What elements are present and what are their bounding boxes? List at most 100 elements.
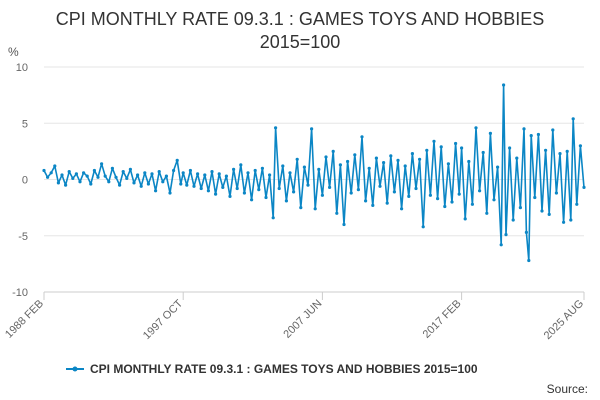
- data-point: [529, 134, 533, 138]
- data-point: [508, 146, 512, 150]
- data-point: [157, 170, 161, 174]
- y-tick-label: 0: [22, 175, 28, 187]
- data-point: [504, 233, 508, 237]
- data-point: [253, 168, 257, 173]
- x-tick-label: 2007 JUN: [281, 298, 324, 341]
- data-point: [518, 206, 523, 210]
- data-point: [524, 230, 529, 234]
- data-point: [235, 186, 239, 191]
- y-tick-label: -5: [18, 231, 28, 243]
- data-point: [364, 199, 368, 203]
- data-point: [121, 170, 125, 174]
- data-point: [125, 176, 129, 180]
- data-point: [49, 171, 53, 175]
- data-point: [485, 211, 489, 215]
- data-point: [154, 189, 158, 193]
- data-point: [578, 144, 583, 148]
- chart-title-line-2: 2015=100: [259, 32, 341, 52]
- data-point: [346, 159, 350, 164]
- data-point: [161, 180, 165, 184]
- data-point: [565, 149, 569, 153]
- y-tick-label: 5: [22, 118, 28, 130]
- data-point: [360, 135, 364, 139]
- data-point: [396, 158, 400, 162]
- data-point: [168, 191, 172, 195]
- data-point: [214, 192, 218, 196]
- data-point: [335, 211, 339, 215]
- data-point: [228, 194, 232, 198]
- data-point: [56, 181, 61, 185]
- data-point: [342, 222, 346, 227]
- data-point: [192, 184, 196, 188]
- data-point: [78, 180, 82, 184]
- data-point: [284, 199, 288, 203]
- data-point: [403, 164, 407, 168]
- data-point: [210, 170, 214, 174]
- data-point: [488, 131, 492, 135]
- x-tick-label: 2017 FEB: [421, 298, 464, 341]
- data-point: [418, 157, 422, 161]
- data-point: [306, 183, 310, 187]
- data-point: [281, 164, 285, 168]
- data-point: [349, 191, 353, 195]
- data-point: [150, 172, 154, 176]
- data-point: [302, 165, 306, 169]
- data-point: [470, 202, 474, 206]
- data-point: [132, 181, 136, 185]
- series-line: [43, 84, 585, 262]
- data-point: [425, 148, 429, 152]
- data-point: [100, 162, 104, 166]
- data-point: [103, 174, 107, 178]
- data-point: [511, 218, 515, 222]
- legend: CPI MONTHLY RATE 09.3.1 : GAMES TOYS AND…: [66, 362, 478, 376]
- data-point: [324, 155, 328, 159]
- data-point: [460, 146, 464, 150]
- data-point: [544, 148, 548, 152]
- data-point: [414, 186, 418, 191]
- data-point: [271, 216, 275, 220]
- data-point: [71, 176, 75, 180]
- data-point: [64, 183, 68, 187]
- data-point: [89, 182, 93, 186]
- data-point: [338, 163, 342, 167]
- data-point: [179, 182, 183, 186]
- data-point: [224, 174, 228, 178]
- data-point: [221, 185, 225, 189]
- data-point: [188, 168, 192, 173]
- data-point: [558, 152, 562, 156]
- data-point: [474, 126, 478, 130]
- data-point: [139, 184, 143, 188]
- data-point: [246, 171, 250, 175]
- data-point: [502, 83, 506, 87]
- x-tick-label: 1988 FEB: [3, 298, 46, 341]
- data-point: [432, 139, 436, 143]
- data-point: [515, 156, 519, 160]
- data-point: [317, 167, 321, 171]
- data-point: [128, 167, 132, 171]
- data-point: [385, 201, 389, 205]
- data-point: [114, 175, 118, 179]
- data-point: [164, 174, 168, 178]
- data-point: [467, 159, 471, 164]
- data-point: [206, 189, 210, 193]
- data-point: [367, 166, 371, 170]
- y-tick-label: -10: [12, 287, 28, 299]
- data-point: [295, 157, 299, 161]
- data-point: [136, 173, 140, 177]
- data-point: [540, 209, 544, 213]
- data-point: [331, 149, 335, 153]
- data-point: [378, 184, 382, 188]
- data-point: [454, 141, 458, 146]
- data-point: [382, 161, 386, 165]
- data-point: [277, 186, 281, 191]
- data-point: [457, 192, 461, 196]
- data-point: [562, 220, 566, 224]
- data-point: [554, 191, 559, 195]
- data-point: [421, 225, 425, 229]
- data-point: [250, 198, 254, 202]
- data-point: [260, 166, 264, 170]
- data-point: [232, 167, 236, 171]
- chart-title: CPI MONTHLY RATE 09.3.1 : GAMES TOYS AND…: [0, 8, 600, 54]
- data-point: [292, 190, 296, 194]
